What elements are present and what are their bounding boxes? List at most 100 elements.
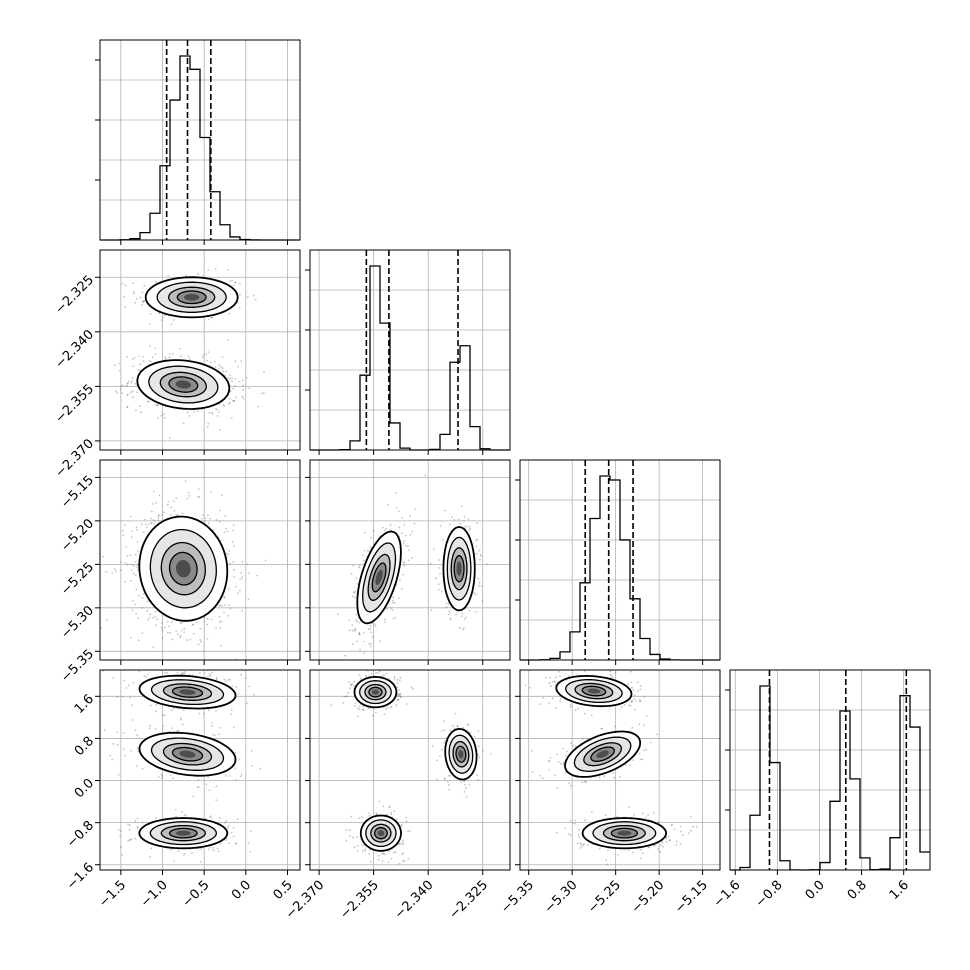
sample-point: [129, 554, 132, 557]
sample-point: [430, 609, 433, 612]
sample-point: [209, 517, 212, 520]
sample-point: [398, 694, 401, 696]
sample-point: [135, 566, 138, 568]
sample-point: [234, 360, 237, 363]
sample-point: [132, 600, 134, 603]
sample-point: [183, 672, 186, 675]
sample-point: [183, 813, 186, 816]
sample-point: [232, 545, 235, 547]
sample-point: [141, 821, 144, 824]
sample-point: [121, 392, 123, 395]
sample-point: [253, 694, 255, 696]
sample-point: [463, 790, 466, 793]
sample-point: [631, 686, 633, 689]
sample-point: [176, 730, 179, 732]
sample-point: [374, 623, 376, 626]
sample-point: [211, 411, 213, 414]
sample-point: [163, 714, 166, 717]
sample-point: [209, 674, 211, 677]
sample-point: [550, 685, 552, 688]
sample-point: [400, 696, 402, 698]
panel-frame: [99, 669, 301, 871]
sample-point: [395, 851, 397, 853]
sample-point: [457, 518, 460, 521]
sample-point: [199, 627, 202, 630]
sample-point: [218, 411, 220, 414]
sample-point: [131, 390, 134, 393]
sample-point: [166, 503, 169, 506]
sample-point: [179, 636, 181, 639]
sample-point: [432, 548, 435, 551]
sample-point: [180, 622, 183, 624]
sample-point: [112, 743, 115, 745]
sample-point: [214, 734, 217, 737]
sample-point: [348, 687, 351, 690]
sample-point: [574, 709, 577, 712]
sample-point: [232, 399, 235, 402]
sample-point: [196, 410, 199, 412]
sample-point: [209, 815, 212, 818]
sample-point: [464, 783, 466, 786]
sample-point: [402, 839, 405, 842]
sample-point: [160, 414, 163, 417]
sample-point: [183, 631, 186, 633]
sample-point: [249, 830, 252, 832]
sample-point: [120, 561, 123, 563]
sample-point: [555, 676, 558, 679]
sample-point: [262, 392, 265, 394]
sample-point: [239, 282, 241, 285]
sample-point: [218, 733, 220, 735]
sample-point: [132, 572, 135, 575]
sample-point: [358, 708, 361, 711]
contour: [149, 821, 217, 846]
sample-point: [222, 404, 225, 406]
sample-point: [464, 787, 467, 790]
sample-point: [157, 776, 160, 778]
sample-point: [131, 719, 134, 721]
sample-point: [177, 729, 180, 732]
sample-point: [180, 629, 183, 632]
sample-point: [173, 860, 175, 862]
sample-point: [381, 852, 384, 855]
sample-point: [354, 630, 356, 632]
sample-point: [141, 767, 144, 770]
sample-point: [460, 781, 462, 784]
sample-point: [135, 612, 138, 615]
sample-point: [443, 509, 446, 512]
contour: [159, 371, 207, 398]
contour: [179, 750, 196, 758]
sample-point: [477, 778, 480, 781]
contour: [162, 683, 213, 701]
sample-point: [130, 704, 133, 707]
sample-point: [219, 627, 222, 629]
sample-point: [387, 850, 390, 853]
sample-point: [225, 837, 228, 840]
sample-point: [168, 353, 171, 355]
sample-point: [173, 509, 176, 512]
sample-point: [150, 510, 153, 513]
sample-point: [233, 575, 236, 578]
sample-point: [197, 779, 200, 781]
sample-point: [163, 314, 166, 317]
sample-point: [180, 672, 183, 675]
sample-point: [234, 377, 237, 380]
sample-point: [125, 687, 128, 689]
contour: [176, 290, 207, 305]
sample-point: [411, 530, 414, 533]
panel-frame: [729, 669, 931, 871]
sample-point: [263, 371, 265, 373]
sample-point: [359, 648, 361, 651]
sample-point: [140, 523, 143, 525]
sample-point: [126, 405, 129, 408]
sample-point: [175, 630, 178, 632]
sample-point: [136, 826, 139, 829]
sample-point: [128, 824, 131, 827]
sample-point: [454, 712, 457, 715]
sample-point: [152, 356, 154, 358]
sample-point: [227, 587, 230, 590]
sample-point: [149, 312, 152, 315]
sample-point: [395, 507, 398, 509]
sample-point: [142, 356, 144, 358]
sample-point: [134, 301, 137, 304]
histogram-panel-1: [305, 249, 511, 455]
